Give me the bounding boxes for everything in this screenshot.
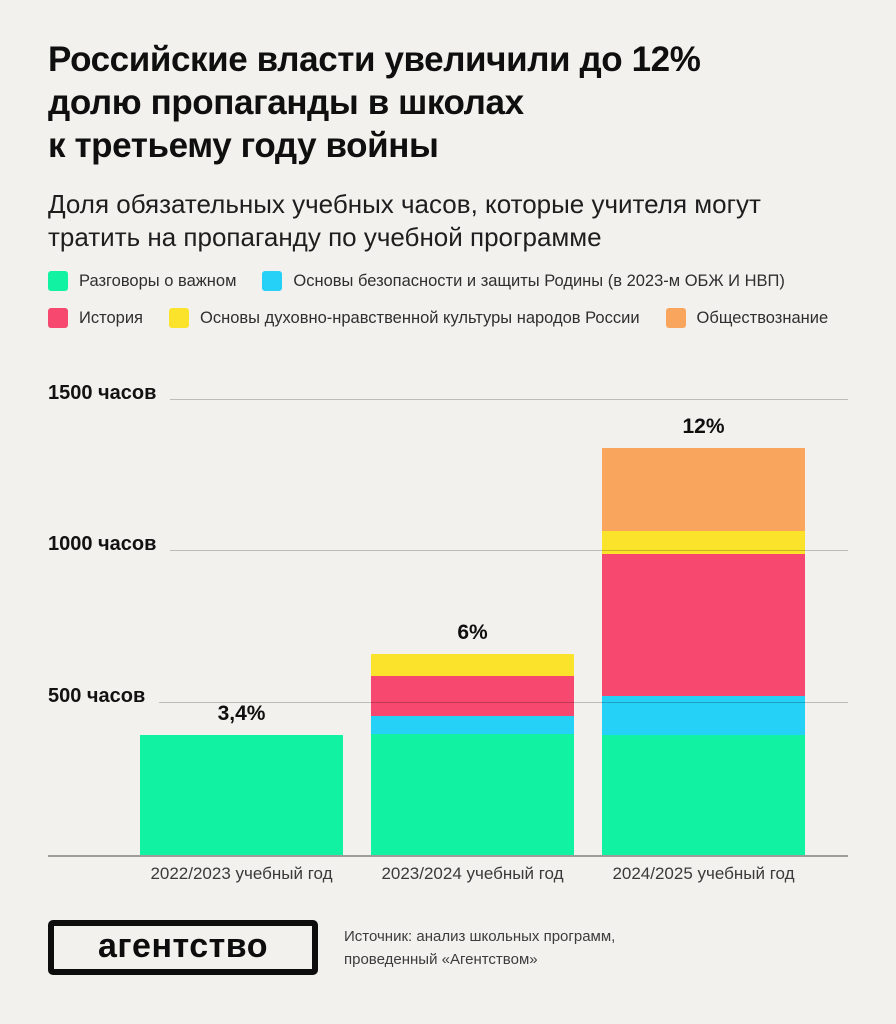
bar: 12% — [602, 415, 805, 855]
bar-segment — [371, 676, 574, 716]
legend-label: История — [79, 308, 143, 327]
footer: агентство Источник: анализ школьных прог… — [48, 920, 615, 975]
bar: 6% — [371, 621, 574, 855]
legend-swatch-icon — [48, 308, 68, 328]
bar-segment — [371, 653, 574, 677]
legend-item: Основы безопасности и защиты Родины (в 2… — [262, 271, 785, 291]
bar-value-label: 6% — [457, 620, 488, 644]
legend-row: Разговоры о важном Основы безопасности и … — [48, 271, 848, 291]
bar-segment — [602, 530, 805, 554]
bar-segment — [140, 735, 343, 855]
logo-text: агентство — [97, 927, 268, 965]
bar-segment — [602, 553, 805, 696]
x-axis-labels: 2022/2023 учебный год 2023/2024 учебный г… — [48, 864, 848, 884]
bar-segment — [602, 695, 805, 736]
bar-segment — [602, 735, 805, 855]
page-title: Российские власти увеличили до 12% долю … — [48, 40, 701, 165]
legend-swatch-icon — [169, 308, 189, 328]
legend-label: Обществознание — [696, 308, 829, 327]
agentstvo-logo: агентство — [48, 920, 318, 975]
legend-swatch-icon — [262, 271, 283, 291]
source-note: Источник: анализ школьных программ, пров… — [344, 927, 616, 968]
legend-swatch-icon — [665, 308, 686, 328]
bar-segment — [602, 447, 805, 531]
legend-label: Основы безопасности и защиты Родины (в 2… — [293, 271, 785, 290]
bar: 3,4% — [140, 702, 343, 855]
bar-segment — [371, 715, 574, 734]
legend-row: История Основы духовно-нравственной культ… — [48, 308, 848, 328]
legend-item: Разговоры о важном — [48, 271, 236, 291]
page-subtitle: Доля обязательных учебных часов, которые… — [48, 189, 761, 252]
chart-legend: Разговоры о важном Основы безопасности и … — [48, 271, 848, 328]
bar-segment — [371, 733, 574, 855]
chart-plot-area: 500 часов 1000 часов 1500 часов 3,4% 6% 12% — [48, 382, 848, 857]
legend-swatch-icon — [48, 271, 68, 291]
bar-value-label: 3,4% — [217, 702, 266, 726]
stacked-bar-chart: 500 часов 1000 часов 1500 часов 3,4% 6% 12% … — [48, 382, 848, 884]
x-axis-category-label: 2024/2025 учебный год — [612, 864, 795, 883]
legend-label: Разговоры о важном — [79, 271, 237, 290]
bar-value-label: 12% — [682, 414, 725, 438]
y-tick-label: 1500 часов — [48, 381, 157, 404]
chart-bars: 3,4% 6% 12% — [140, 415, 805, 855]
x-axis-category-label: 2022/2023 учебный год — [150, 864, 333, 883]
legend-label: Основы духовно-нравственной культуры нар… — [200, 308, 640, 327]
gridline-rule — [170, 398, 848, 400]
legend-item: История — [48, 308, 143, 328]
legend-item: Основы духовно-нравственной культуры нар… — [169, 308, 640, 328]
x-axis-category-label: 2023/2024 учебный год — [381, 864, 564, 883]
legend-item: Обществознание — [665, 308, 829, 328]
gridline: 1500 часов — [48, 380, 848, 404]
